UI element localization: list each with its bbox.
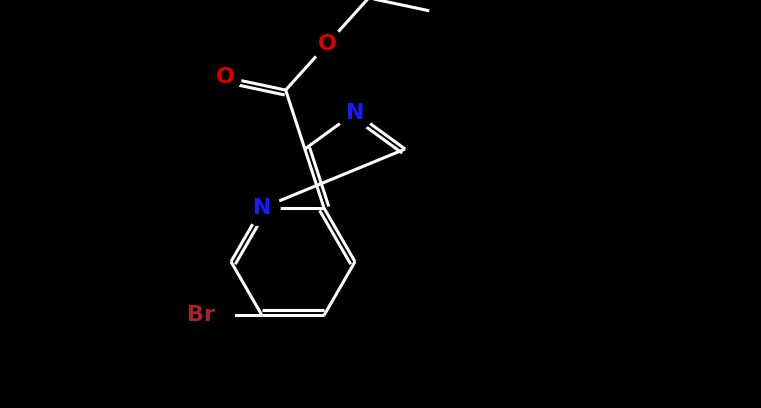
Text: N: N [345,102,365,122]
Circle shape [209,61,241,93]
Circle shape [311,28,343,60]
Text: O: O [215,67,234,87]
Circle shape [178,287,234,344]
Circle shape [244,190,280,226]
Circle shape [337,95,373,131]
Text: O: O [317,34,336,54]
Text: Br: Br [187,305,215,326]
Text: N: N [253,198,271,218]
